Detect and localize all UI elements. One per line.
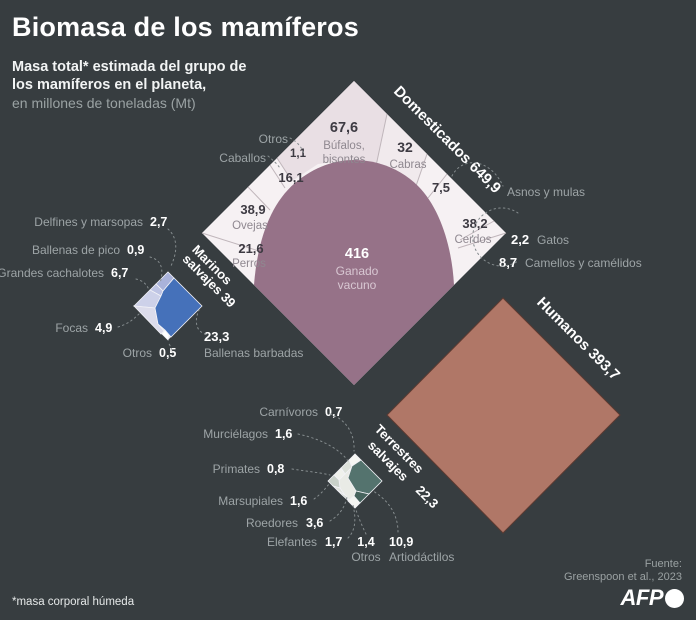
- subtitle: Masa total* estimada del grupo de los ma…: [12, 58, 246, 112]
- segment-ballenas-barbadas: [154, 277, 203, 338]
- focas-name: Focas: [55, 321, 88, 335]
- corner-circle-gatos-camellos: [472, 207, 519, 267]
- marsupiales-value: 1,6: [290, 494, 307, 508]
- roedores-name: Roedores: [246, 516, 298, 530]
- murcielagos-value: 1,6: [275, 427, 292, 441]
- gatos-value: 2,2: [511, 232, 529, 247]
- caballos-name: Caballos: [219, 151, 266, 165]
- bufalos-name-2: bisontes: [323, 154, 366, 166]
- elefantes-name: Elefantes: [267, 535, 317, 549]
- cabras-name: Cabras: [389, 159, 426, 171]
- terrestres-group-label-value: 22,3: [413, 483, 442, 512]
- leader-cachalotes: [135, 278, 150, 291]
- segment-artiodactilos-lower: [353, 490, 370, 504]
- afp-logo-text: AFP: [620, 585, 664, 610]
- focas-value: 4,9: [95, 321, 112, 335]
- primates-value: 0,8: [267, 462, 284, 476]
- pico-value: 0,9: [127, 243, 144, 257]
- artiodactilos-value: 10,9: [389, 535, 413, 549]
- source-credit: Fuente: Greenspoon et al., 2023: [564, 558, 682, 584]
- afp-logo: AFP: [620, 585, 684, 611]
- barbadas-name: Ballenas barbadas: [204, 346, 303, 360]
- leader-primates: [291, 468, 331, 476]
- ganado-name-2: vacuno: [338, 278, 377, 292]
- leader-delfines: [167, 228, 177, 269]
- marsupiales-name: Marsupiales: [218, 494, 283, 508]
- segment-bufalos: [277, 81, 387, 181]
- segment-marsupiales: [327, 474, 341, 489]
- ganado-value: 416: [345, 246, 369, 262]
- carnivoros-name: Carnívoros: [259, 405, 318, 419]
- segment-ganado-vacuno: [254, 160, 454, 385]
- artiodactilos-name: Artiodáctilos: [389, 550, 454, 564]
- leader-roedores: [329, 496, 348, 522]
- leader-caballos: [267, 155, 281, 169]
- source-label: Fuente:: [644, 558, 682, 570]
- divider-ovejas-caballos: [247, 186, 271, 211]
- subtitle-line-3: en millones de toneladas (Mt): [12, 95, 196, 111]
- otros-terrestres-name: Otros: [351, 550, 380, 564]
- leader-carnivoros: [329, 413, 355, 452]
- leader-otros-terrestres: [355, 509, 367, 535]
- leader-murcielagos: [297, 433, 349, 462]
- cerdos-value: 38,2: [462, 216, 487, 231]
- gatos-name: Gatos: [537, 233, 569, 247]
- leader-artiodactilos: [372, 490, 399, 533]
- divider-asnos-cerdos: [427, 173, 448, 199]
- carnivoros-value: 0,7: [325, 405, 342, 419]
- otros-marinos-name: Otros: [123, 346, 152, 360]
- primates-name: Primates: [213, 462, 260, 476]
- delfines-value: 2,7: [150, 215, 167, 229]
- leader-elefantes: [347, 504, 356, 539]
- murcielagos-name: Murciélagos: [203, 427, 268, 441]
- cachalotes-name: Grandes cachalotes: [0, 266, 104, 280]
- leader-asnos: [451, 162, 504, 187]
- source-value: Greenspoon et al., 2023: [563, 571, 682, 583]
- divider-otros-bufalos: [276, 157, 293, 182]
- leader-pico: [149, 256, 163, 284]
- elefantes-value: 1,7: [325, 535, 342, 549]
- segment-focas: [132, 305, 165, 335]
- divider-cabras-asnos: [415, 153, 428, 187]
- barbadas-value: 23,3: [204, 329, 229, 344]
- otros-terrestres-value: 1,4: [357, 535, 374, 549]
- camellos-name: Camellos y camélidos: [525, 256, 642, 270]
- otros-marinos-value: 0,5: [159, 346, 176, 360]
- pico-name: Ballenas de pico: [32, 243, 120, 257]
- divider-bufalos-cabras: [375, 113, 388, 167]
- caballos-value: 16,1: [278, 170, 303, 185]
- leader-otros-marinos: [167, 341, 173, 351]
- bufalos-name-1: Búfalos,: [323, 140, 365, 152]
- divider-cerdos-gatos: [459, 220, 495, 241]
- otros-dom-name: Otros: [259, 132, 288, 146]
- afp-logo-globe-icon: [665, 588, 684, 608]
- humanos-diamond: [386, 297, 621, 534]
- perros-name: Perros: [232, 258, 266, 270]
- ovejas-value: 38,9: [240, 202, 265, 217]
- roedores-value: 3,6: [306, 516, 323, 530]
- page-title: Biomasa de los mamíferos: [12, 12, 359, 42]
- divider-perros-ovejas: [201, 232, 263, 253]
- camellos-value: 8,7: [499, 255, 517, 270]
- footnote: *masa corporal húmeda: [12, 596, 135, 608]
- leader-otros-dom: [289, 137, 305, 155]
- ganado-name-1: Ganado: [336, 264, 379, 278]
- perros-value: 21,6: [238, 241, 263, 256]
- subtitle-line-2: los mamíferos en el planeta,: [12, 77, 207, 93]
- cachalotes-value: 6,7: [111, 266, 128, 280]
- asnos-value: 7,5: [432, 180, 450, 195]
- leader-focas: [117, 312, 141, 328]
- otros-dom-value: 1,1: [290, 148, 307, 160]
- leader-marsupiales: [313, 483, 330, 500]
- subtitle-line-1: Masa total* estimada del grupo de: [12, 59, 247, 75]
- delfines-name: Delfines y marsopas: [34, 215, 143, 229]
- divider-caballos-otros: [269, 164, 286, 189]
- divider-gatos-camellos: [457, 232, 507, 249]
- ovejas-name: Ovejas: [232, 220, 268, 232]
- bufalos-value: 67,6: [330, 120, 358, 136]
- asnos-name: Asnos y mulas: [507, 185, 585, 199]
- cabras-value: 32: [397, 139, 413, 155]
